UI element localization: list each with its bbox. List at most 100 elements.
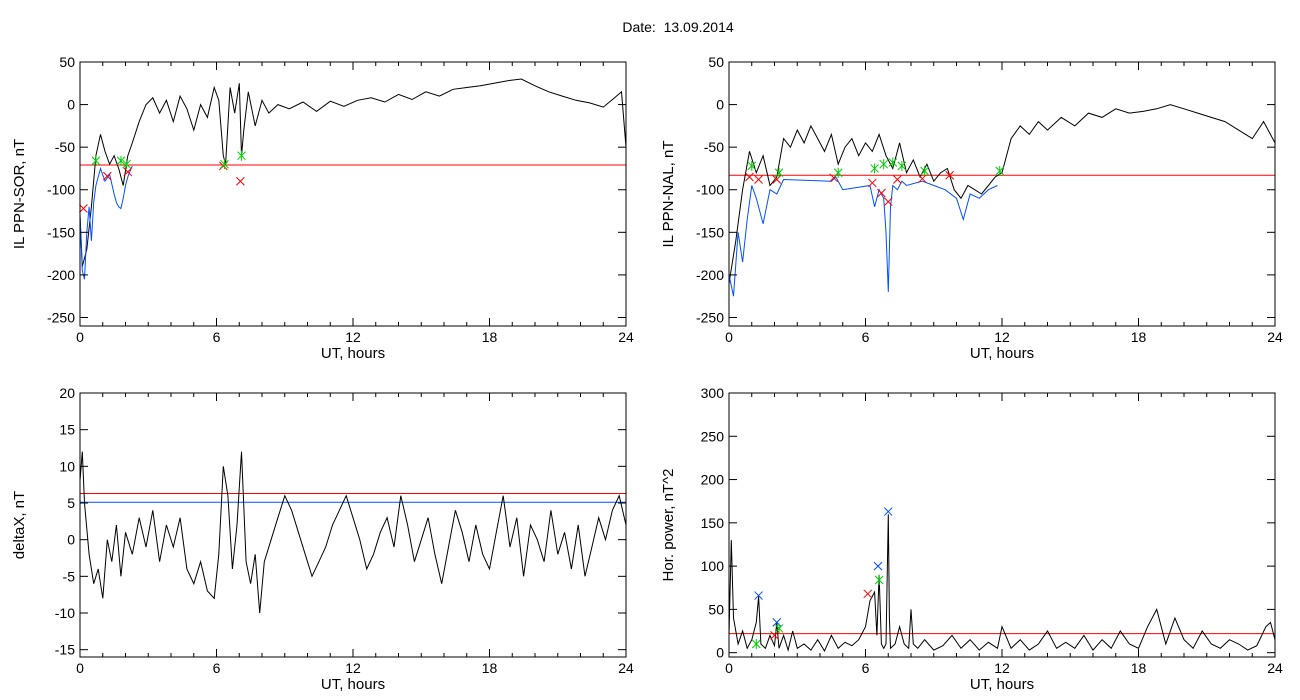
x-marker (877, 188, 886, 198)
star-marker (833, 167, 843, 178)
x-marker (892, 175, 902, 184)
star-marker (751, 639, 761, 650)
x-axis-label: UT, hours (321, 345, 385, 362)
x-tick-label: 6 (213, 329, 221, 345)
chart-panel-4: 0 6 12 18 24 300 250 200 150 100 50 0 UT, hours Hor. … (660, 385, 1283, 693)
x-tick-label: 6 (862, 660, 870, 676)
series-line (729, 514, 1275, 652)
x-marker (863, 589, 873, 599)
star-marker (220, 159, 229, 170)
y-tick-label: -100 (696, 182, 724, 198)
star-marker (747, 160, 757, 171)
x-marker (102, 171, 112, 181)
x-axis-label: UT, hours (321, 676, 385, 693)
x-tick-label: 6 (862, 329, 870, 345)
y-tick-label: 5 (67, 495, 75, 511)
x-tick-label: 12 (345, 660, 361, 676)
x-tick-label: 0 (76, 660, 84, 676)
plot-frame (728, 61, 1276, 327)
x-marker (945, 170, 955, 180)
plot-frame (728, 392, 1276, 658)
x-tick-label: 12 (994, 660, 1010, 676)
star-marker (237, 150, 246, 161)
x-tick-label: 0 (725, 329, 733, 345)
y-tick-label: 100 (701, 558, 725, 574)
y-tick-label: 50 (708, 601, 724, 617)
y-tick-label: -200 (47, 267, 75, 283)
series-line (729, 176, 998, 297)
y-tick-label: -100 (47, 182, 75, 198)
star-marker (116, 155, 126, 166)
x-tick-label: 24 (1267, 329, 1283, 345)
x-marker (754, 591, 763, 600)
x-tick-label: 0 (725, 660, 733, 676)
y-tick-label: 0 (716, 97, 724, 113)
series-line (729, 104, 1275, 284)
y-tick-label: 15 (59, 422, 75, 438)
star-marker (91, 155, 101, 166)
y-tick-label: 20 (59, 385, 75, 401)
chart-panel-1: 0 6 12 18 24 50 0 -50 -100 -150 -200 -250 UT, hours I… (11, 54, 634, 362)
y-tick-label: -10 (55, 605, 75, 621)
y-tick-label: 150 (701, 515, 725, 531)
y-tick-label: -150 (47, 224, 75, 240)
x-marker (236, 176, 245, 186)
x-marker (754, 175, 763, 184)
star-marker (870, 163, 879, 174)
y-tick-label: -150 (696, 224, 724, 240)
y-axis-label: deltaX, nT (11, 491, 28, 559)
star-marker (879, 159, 889, 170)
x-marker (873, 561, 883, 571)
y-tick-label: 0 (67, 532, 75, 548)
star-marker (888, 157, 898, 168)
y-tick-label: 200 (701, 472, 725, 488)
series-line (80, 451, 626, 614)
x-marker (867, 178, 877, 188)
star-marker (774, 167, 784, 178)
x-axis-label: UT, hours (970, 676, 1034, 693)
x-tick-label: 12 (994, 329, 1010, 345)
x-tick-label: 18 (1131, 329, 1147, 345)
y-tick-label: 250 (701, 428, 725, 444)
star-marker (995, 166, 1005, 177)
series-line (80, 78, 626, 267)
x-tick-label: 12 (345, 329, 361, 345)
plot-frame (79, 61, 627, 327)
x-tick-label: 24 (618, 329, 634, 345)
chart-panel-3: 0 6 12 18 24 20 15 10 5 0 -5 -10 -15 UT, hours deltaX,… (11, 385, 634, 693)
date-value: 13.09.2014 (663, 19, 734, 35)
star-marker (897, 160, 907, 171)
x-marker (745, 172, 754, 182)
date-label: Date: (622, 19, 656, 35)
series-line (80, 165, 133, 280)
y-tick-label: 10 (59, 458, 75, 474)
x-marker (770, 631, 779, 640)
figure-title: Date: 13.09.2014 (0, 19, 1300, 35)
x-marker (123, 167, 133, 177)
x-tick-label: 24 (1267, 660, 1283, 676)
y-axis-label: Hor. power, nT^2 (660, 469, 677, 582)
y-tick-label: -5 (63, 568, 76, 584)
y-tick-label: -15 (55, 642, 75, 658)
chart-panel-2: 0 6 12 18 24 50 0 -50 -100 -150 -200 -250 UT, hours I… (660, 54, 1283, 362)
x-marker (79, 204, 88, 213)
y-tick-label: -50 (704, 139, 724, 155)
y-tick-label: -250 (696, 309, 724, 325)
y-tick-label: -250 (47, 309, 75, 325)
x-marker (883, 507, 893, 516)
y-tick-label: 300 (701, 385, 725, 401)
star-marker (920, 166, 930, 177)
x-tick-label: 0 (76, 329, 84, 345)
y-tick-label: -200 (696, 267, 724, 283)
x-tick-label: 6 (213, 660, 221, 676)
star-marker (874, 574, 884, 585)
x-axis-label: UT, hours (970, 345, 1034, 362)
x-tick-label: 24 (618, 660, 634, 676)
y-tick-label: 0 (67, 97, 75, 113)
plot-frame (79, 392, 627, 658)
y-axis-label: IL PPN-NAL, nT (660, 141, 677, 248)
x-tick-label: 18 (1131, 660, 1147, 676)
y-axis-label: IL PPN-SOR, nT (11, 139, 28, 249)
y-tick-label: 50 (708, 54, 724, 70)
